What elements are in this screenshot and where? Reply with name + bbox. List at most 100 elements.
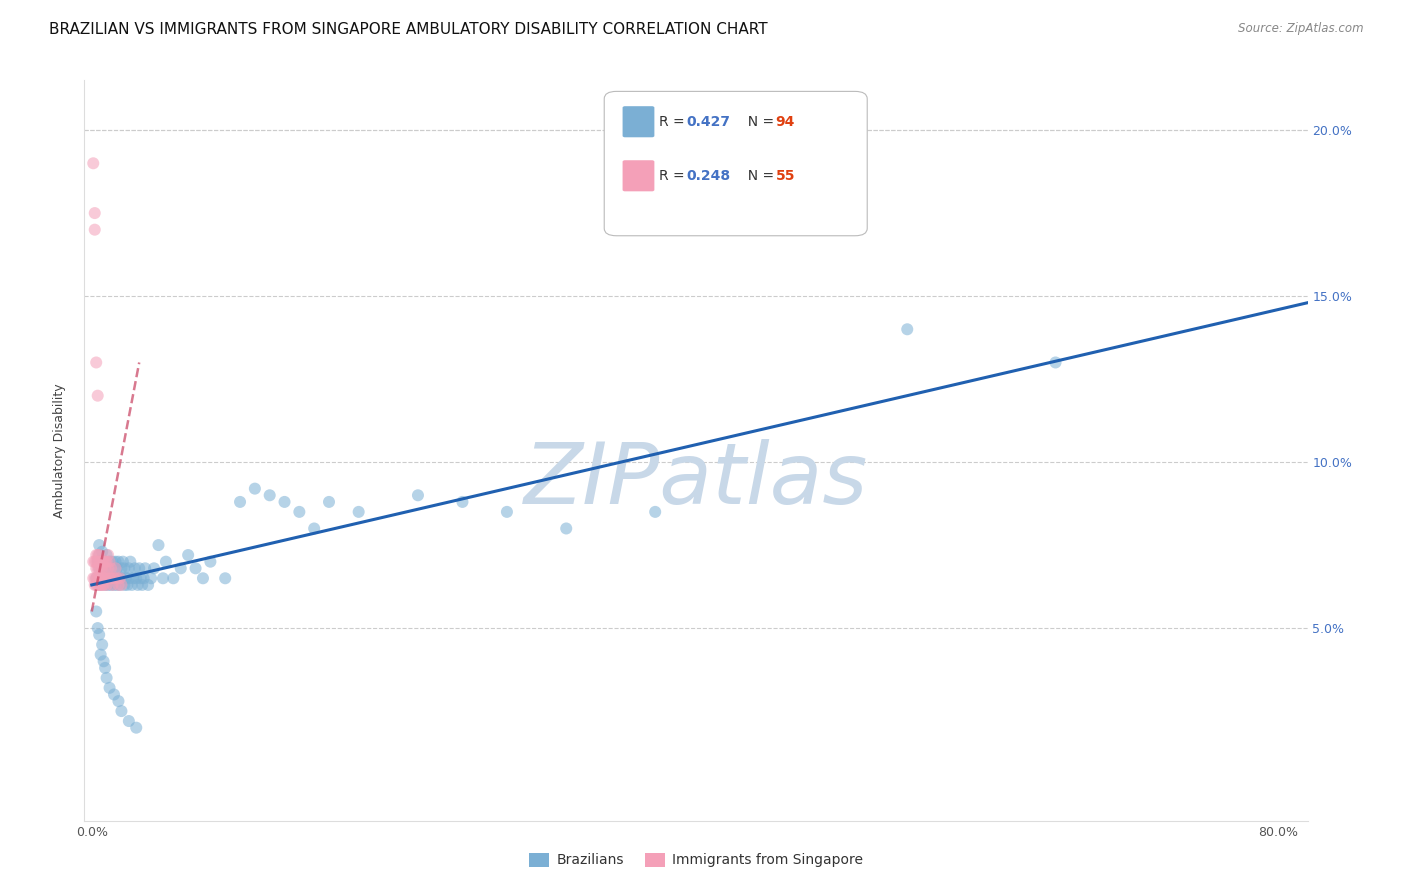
Point <box>90 561 112 575</box>
Point <box>84 571 107 585</box>
Point <box>97 548 120 562</box>
Point <box>406 488 429 502</box>
Point <box>103 578 125 592</box>
Point <box>94 578 117 592</box>
Point <box>84 555 107 569</box>
Point <box>104 571 127 585</box>
Point <box>94 561 117 575</box>
Point <box>96 578 118 592</box>
Point <box>111 555 134 569</box>
Point <box>98 571 121 585</box>
Point <box>131 578 153 592</box>
Point <box>84 605 107 619</box>
Point <box>101 555 124 569</box>
Point <box>83 555 105 569</box>
Point <box>93 571 115 585</box>
Point <box>96 571 118 585</box>
Point <box>120 555 142 569</box>
Point <box>127 578 149 592</box>
Point <box>121 578 143 592</box>
Point <box>91 545 114 559</box>
Point <box>139 571 162 585</box>
Point <box>1045 355 1067 369</box>
Point <box>105 571 128 585</box>
Point <box>273 495 295 509</box>
Point <box>89 538 111 552</box>
Point <box>93 555 115 569</box>
Point <box>89 548 111 562</box>
Point <box>98 555 121 569</box>
Point <box>644 505 666 519</box>
Point <box>101 571 124 585</box>
Point <box>89 555 111 569</box>
Point <box>86 555 108 569</box>
Point <box>451 495 474 509</box>
Point <box>496 505 519 519</box>
Point <box>82 571 104 585</box>
Point <box>90 571 112 585</box>
Point <box>128 561 150 575</box>
Point <box>98 571 121 585</box>
Point <box>90 555 112 569</box>
Point <box>136 578 159 592</box>
Point <box>104 555 127 569</box>
Point <box>200 555 222 569</box>
Point <box>229 495 252 509</box>
Point <box>96 548 118 562</box>
Point <box>94 555 117 569</box>
Point <box>84 548 107 562</box>
Point <box>86 555 108 569</box>
Point <box>112 561 135 575</box>
Point <box>100 561 122 575</box>
Point <box>97 561 120 575</box>
Text: 0.248: 0.248 <box>686 169 730 183</box>
Point <box>162 571 184 585</box>
Point <box>170 561 193 575</box>
Point <box>103 561 125 575</box>
Point <box>84 355 107 369</box>
Point <box>89 578 111 592</box>
Point <box>118 561 141 575</box>
Point <box>90 648 112 662</box>
Point <box>134 561 156 575</box>
Point <box>112 578 135 592</box>
Point <box>90 578 112 592</box>
Point <box>347 505 370 519</box>
Point <box>110 561 132 575</box>
Text: ZIPatlas: ZIPatlas <box>524 439 868 522</box>
Point <box>107 578 129 592</box>
Point <box>152 571 174 585</box>
Point <box>96 671 118 685</box>
Point <box>97 561 120 575</box>
Point <box>191 571 214 585</box>
Text: N =: N = <box>738 115 779 128</box>
Point <box>94 561 117 575</box>
Point <box>83 206 105 220</box>
Text: R =: R = <box>659 115 689 128</box>
Point <box>108 571 131 585</box>
Point <box>288 505 311 519</box>
Point <box>90 578 112 592</box>
FancyBboxPatch shape <box>623 161 654 191</box>
Point <box>86 571 108 585</box>
Point <box>93 571 115 585</box>
Point <box>100 578 122 592</box>
Point <box>177 548 200 562</box>
Point <box>110 578 132 592</box>
Point <box>98 681 121 695</box>
Point <box>91 561 114 575</box>
Text: R =: R = <box>659 169 689 183</box>
Point <box>91 578 114 592</box>
Text: 0.427: 0.427 <box>686 115 730 128</box>
Point <box>84 578 107 592</box>
Point <box>93 654 115 668</box>
Point <box>214 571 236 585</box>
Point <box>124 561 146 575</box>
Point <box>100 561 122 575</box>
Text: BRAZILIAN VS IMMIGRANTS FROM SINGAPORE AMBULATORY DISABILITY CORRELATION CHART: BRAZILIAN VS IMMIGRANTS FROM SINGAPORE A… <box>49 22 768 37</box>
Point <box>91 638 114 652</box>
Point <box>84 561 107 575</box>
Point <box>82 555 104 569</box>
FancyBboxPatch shape <box>605 91 868 235</box>
Text: 94: 94 <box>776 115 794 128</box>
